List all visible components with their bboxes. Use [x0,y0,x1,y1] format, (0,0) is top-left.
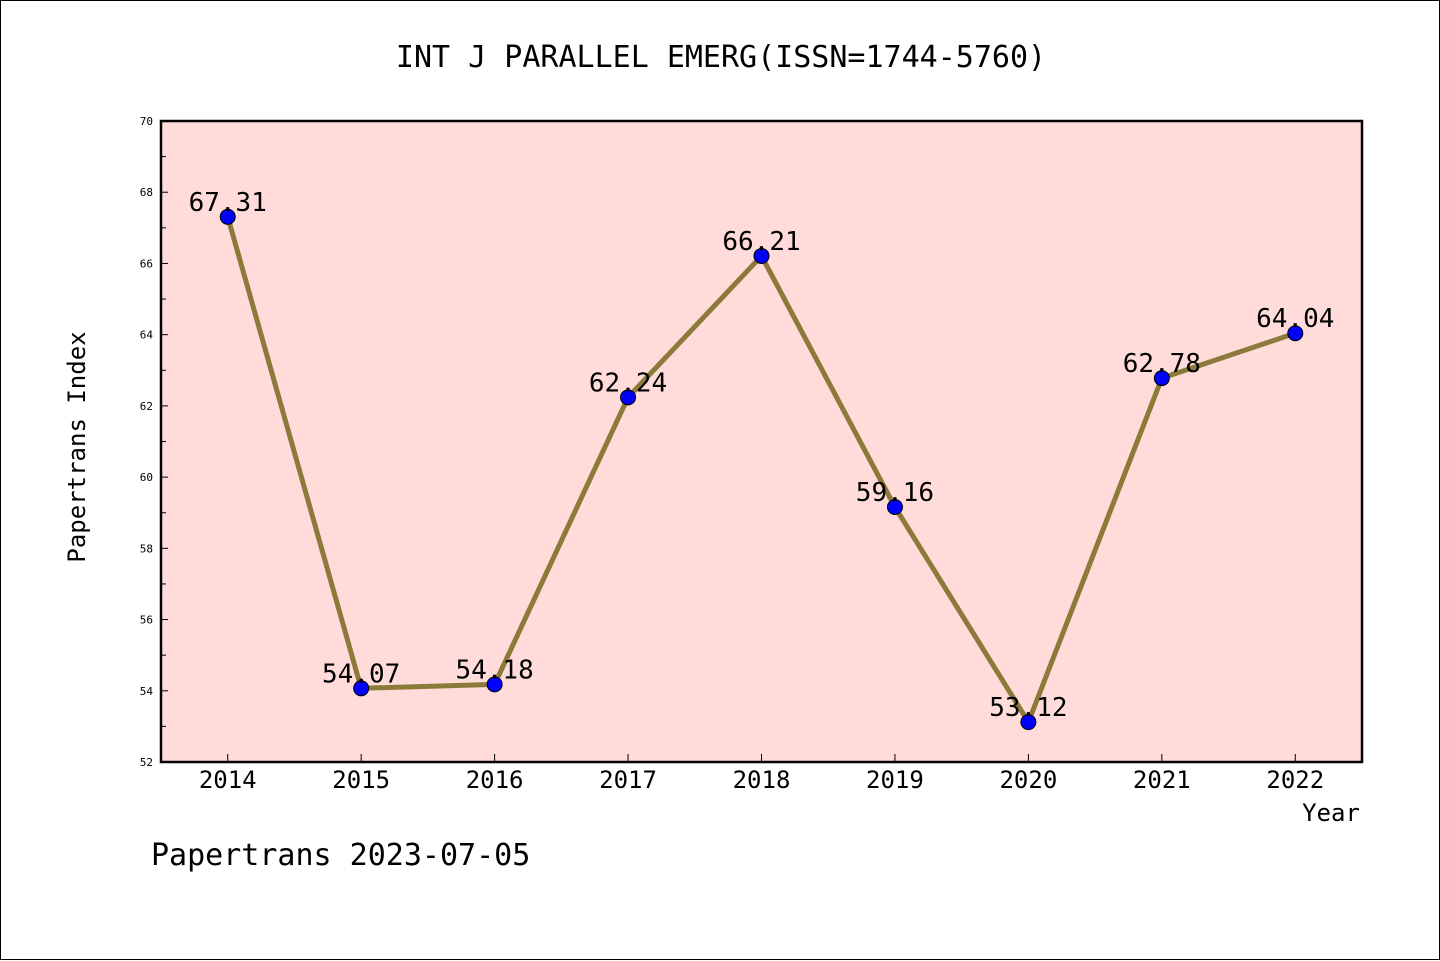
y-tick-label: 54 [140,685,154,698]
data-label: 54.18 [455,655,533,685]
data-markers [219,208,1304,731]
y-tick-label: 52 [140,756,153,769]
data-label: 64.04 [1256,304,1334,334]
data-point [753,247,770,264]
data-label: 54.07 [322,659,400,689]
y-tick-label: 56 [140,614,153,627]
x-tick-label: 2017 [599,766,657,794]
data-point [620,389,637,406]
x-tick-label: 2022 [1266,766,1324,794]
y-tick-label: 64 [140,329,154,342]
data-label: 66.21 [722,227,800,257]
data-point [486,676,503,693]
data-point [1153,370,1170,387]
data-point [219,208,236,225]
y-axis-label: Papertrans Index [63,331,91,562]
data-label: 62.78 [1123,349,1201,379]
y-tick-label: 66 [140,257,153,270]
x-tick-label: 2020 [999,766,1057,794]
data-label: 67.31 [189,188,267,218]
x-axis-label: Year [1302,799,1360,827]
chart-title: INT J PARALLEL EMERG(ISSN=1744-5760) [396,40,1046,75]
data-label: 62.24 [589,368,667,398]
x-tick-label: 2018 [733,766,791,794]
data-label: 53.12 [989,693,1067,723]
x-axis: 2014 2015 2016 2017 2018 2019 2020 2021 2022 [199,754,1324,794]
y-tick-label: 68 [140,186,153,199]
y-axis: 52 54 56 58 60 62 64 66 68 70 [140,115,168,769]
footer-credit: Papertrans 2023-07-05 [151,838,530,873]
data-labels: 67.31 54.07 54.18 62.24 66.21 59.16 53.12 62.78… [189,188,1335,723]
y-tick-label: 70 [140,115,153,128]
y-tick-label: 62 [140,400,153,413]
x-tick-label: 2016 [466,766,524,794]
x-tick-label: 2021 [1133,766,1191,794]
data-point [886,499,903,516]
data-point [1020,714,1037,731]
data-point [353,680,370,697]
x-tick-label: 2015 [332,766,390,794]
data-label: 59.16 [856,478,934,508]
y-tick-label: 58 [140,542,153,555]
data-point [1287,325,1304,342]
plot-area [159,119,1364,764]
y-tick-label: 60 [140,471,153,484]
x-tick-label: 2019 [866,766,924,794]
x-tick-label: 2014 [199,766,257,794]
